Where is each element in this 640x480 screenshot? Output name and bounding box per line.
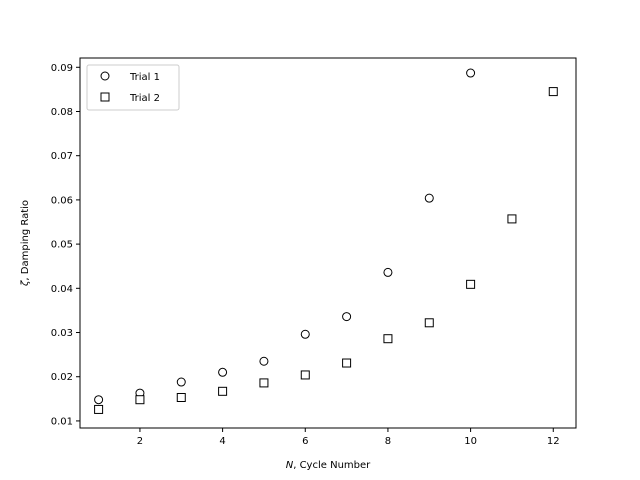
trial-2-point xyxy=(383,334,393,344)
y-tick-label: 0.07 xyxy=(51,151,73,162)
trial-1-point xyxy=(94,395,104,405)
legend-box xyxy=(86,64,180,111)
y-tick-label: 0.01 xyxy=(51,416,73,427)
y-tick-label: 0.08 xyxy=(51,107,73,118)
y-tick-label: 0.04 xyxy=(51,284,73,295)
trial-2-point xyxy=(259,378,269,388)
y-tick-label: 0.02 xyxy=(51,372,73,383)
x-tick-label: 4 xyxy=(219,436,225,447)
trial-2-point xyxy=(135,395,145,405)
x-tick-label: 10 xyxy=(464,436,477,447)
legend-label-trial-2: Trial 2 xyxy=(129,93,160,104)
trial-1-point xyxy=(424,193,434,203)
x-axis-label: N, Cycle Number xyxy=(286,460,371,471)
x-tick-label: 6 xyxy=(302,436,308,447)
legend: Trial 1 Trial 2 xyxy=(86,64,180,111)
trial-2-point xyxy=(466,279,476,289)
y-axis-label-variable: ζ xyxy=(20,280,31,287)
y-tick-label: 0.03 xyxy=(51,328,73,339)
x-tick-label: 2 xyxy=(137,436,143,447)
x-axis-label-variable: N xyxy=(286,460,294,471)
x-tick-label: 12 xyxy=(547,436,560,447)
legend-label-trial-1: Trial 1 xyxy=(129,72,160,83)
trial-1-point xyxy=(218,367,228,377)
x-axis-label-text: , Cycle Number xyxy=(293,460,371,471)
trial-2-point xyxy=(176,392,186,402)
y-tick-label: 0.05 xyxy=(51,240,73,251)
axes-frame xyxy=(79,57,577,429)
trial-1-point xyxy=(300,329,310,339)
trial-1-point xyxy=(342,312,352,322)
trial-1-point xyxy=(176,377,186,387)
trial-2-point xyxy=(548,87,558,97)
trial-1-point xyxy=(259,356,269,366)
y-axis-label-text: , Damping Ratio xyxy=(20,200,31,281)
y-axis-label: ζ, Damping Ratio xyxy=(20,200,31,287)
trial-2-point xyxy=(507,214,517,224)
trial-2-point xyxy=(342,358,352,368)
legend-marker-trial-2 xyxy=(100,92,110,102)
y-tick-label: 0.09 xyxy=(51,63,73,74)
y-tick-label: 0.06 xyxy=(51,195,73,206)
trial-2-point xyxy=(94,404,104,414)
trial-2-point xyxy=(300,370,310,380)
trial-2-point xyxy=(218,386,228,396)
trial-1-point xyxy=(466,68,476,78)
x-tick-label: 8 xyxy=(385,436,391,447)
trial-2-point xyxy=(424,318,434,328)
legend-marker-trial-1 xyxy=(100,71,110,81)
trial-1-point xyxy=(383,267,393,277)
